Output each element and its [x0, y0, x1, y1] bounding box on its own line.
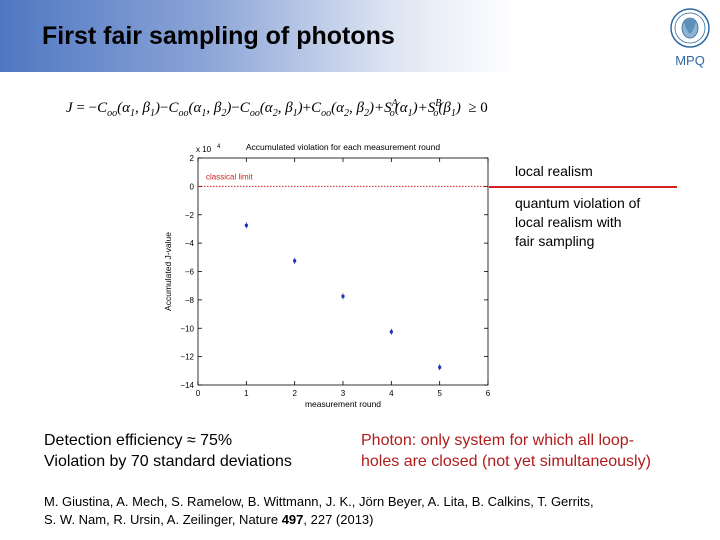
- y-multiplier-exp: 4: [217, 144, 221, 150]
- bell-inequality-formula: J = −Coo(α1, β1)−Coo(α1, β2)−Coo(α2, β1)…: [66, 98, 488, 119]
- chart-title: Accumulated violation for each measureme…: [246, 142, 440, 152]
- mpq-logo: MPQ: [670, 8, 710, 68]
- citation-authors: M. Giustina, A. Mech, S. Ramelow, B. Wit…: [44, 494, 594, 509]
- y-tick-label: −14: [180, 381, 194, 390]
- x-tick-label: 6: [486, 389, 491, 398]
- photon-note-line: holes are closed (not yet simultaneously…: [361, 453, 651, 470]
- y-axis-label: Accumulated J-value: [163, 232, 173, 311]
- y-tick-label: −8: [185, 296, 195, 305]
- violation-significance: Violation by 70 standard deviations: [44, 453, 292, 470]
- x-tick-label: 2: [292, 389, 297, 398]
- formula-term: +Coo(α2, β2): [302, 100, 375, 119]
- legend-red-line: [489, 186, 677, 188]
- y-tick-label: −2: [185, 211, 195, 220]
- x-tick-label: 5: [437, 389, 442, 398]
- y-multiplier: x 10: [196, 145, 212, 154]
- x-tick-label: 1: [244, 389, 249, 398]
- citation-journal: S. W. Nam, R. Ursin, A. Zeilinger, Natur…: [44, 512, 374, 527]
- y-tick-label: −6: [185, 268, 195, 277]
- formula-term: −Coo(α1, β1): [88, 100, 160, 119]
- x-tick-label: 3: [341, 389, 346, 398]
- legend-quantum-violation: quantum violation of local realism with …: [515, 194, 695, 251]
- photon-note: Photon: only system for which all loop- …: [361, 430, 701, 472]
- classical-limit-label: classical limit: [206, 172, 253, 181]
- y-tick-label: −12: [180, 353, 194, 362]
- slide-header: [0, 0, 720, 72]
- slide-title: First fair sampling of photons: [42, 22, 395, 50]
- y-tick-label: −4: [185, 239, 195, 248]
- x-axis-label: measurement round: [305, 399, 381, 409]
- photon-note-line: Photon: only system for which all loop-: [361, 432, 635, 449]
- legend-local-realism: local realism: [515, 163, 593, 179]
- legend-quantum-line: fair sampling: [515, 233, 595, 249]
- y-tick-label: 0: [190, 182, 195, 191]
- x-tick-label: 4: [389, 389, 394, 398]
- citation: M. Giustina, A. Mech, S. Ramelow, B. Wit…: [44, 493, 594, 529]
- plot-frame: [197, 157, 489, 386]
- detection-efficiency: Detection efficiency ≈ 75%: [44, 432, 233, 449]
- y-tick-label: 2: [190, 154, 195, 163]
- x-tick-label: 0: [196, 389, 201, 398]
- detection-info: Detection efficiency ≈ 75% Violation by …: [44, 430, 292, 472]
- y-tick-label: −10: [180, 324, 194, 333]
- legend-quantum-line: quantum violation of: [515, 195, 641, 211]
- accumulated-violation-chart: Accumulated violation for each measureme…: [163, 142, 491, 409]
- legend-quantum-line: local realism with: [515, 214, 622, 230]
- formula-term: −Coo(α2, β1): [231, 100, 303, 119]
- formula-term: −Coo(α1, β2): [159, 100, 232, 119]
- mpq-logo-text: MPQ: [675, 53, 705, 68]
